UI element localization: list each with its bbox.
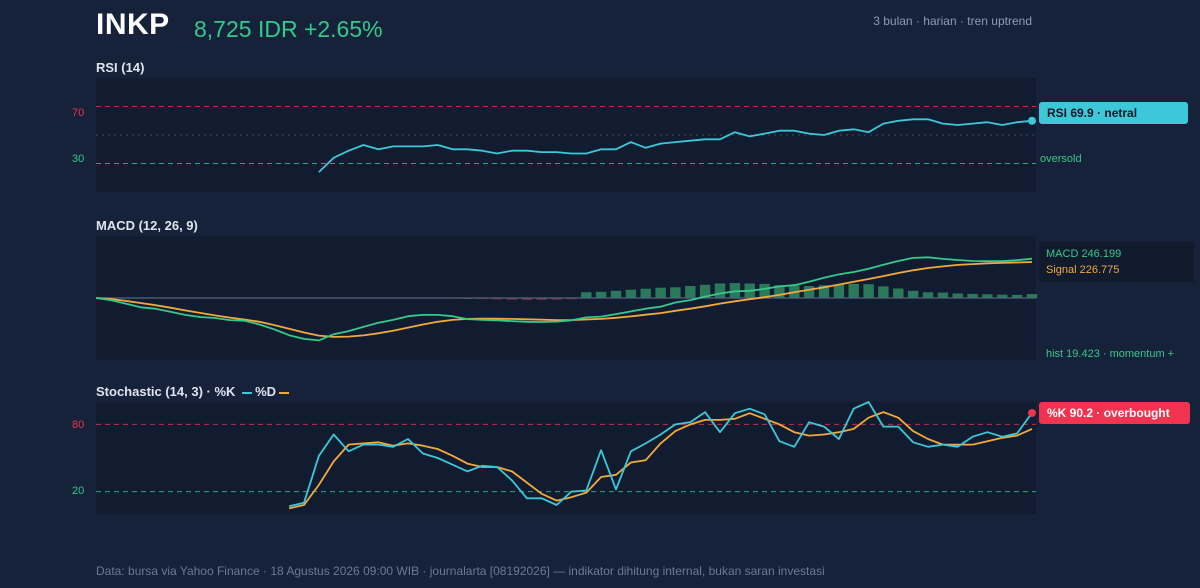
histogram-bar xyxy=(922,292,934,298)
histogram-bar xyxy=(610,290,622,298)
histogram-bar xyxy=(1011,294,1023,298)
histogram-bar xyxy=(670,287,681,298)
histogram-bar xyxy=(640,288,651,298)
timeframe-meta: 3 bulan · harian · tren uptrend xyxy=(873,14,1032,28)
macd-line xyxy=(95,256,1033,342)
histogram-bar xyxy=(937,292,949,298)
histogram-bar xyxy=(878,286,889,298)
histogram-bar xyxy=(833,284,845,298)
histogram-bar xyxy=(521,298,533,300)
stochastic-value-tag: %K 90.2 · overbought xyxy=(1039,402,1190,424)
k-legend-swatch xyxy=(242,391,253,394)
histogram-bar xyxy=(536,298,547,300)
histogram-bar xyxy=(818,285,830,298)
rsi-value-tag: RSI 69.9 · netral xyxy=(1039,102,1188,124)
rsi-oversold-label: oversold xyxy=(1040,153,1082,165)
histogram-value-label: hist 19.423 · momentum + xyxy=(1046,348,1175,360)
histogram-bar xyxy=(506,298,518,300)
signal-value-label: Signal 226.775 xyxy=(1046,264,1120,276)
ticker-symbol: INKP xyxy=(96,8,170,41)
histogram-bar xyxy=(685,286,696,298)
histogram-bar xyxy=(655,287,666,298)
d-legend-label: %D xyxy=(255,384,277,399)
macd-readout: MACD 246.199 Signal 226.775 xyxy=(1039,242,1194,282)
histogram-bar xyxy=(967,293,978,298)
d-legend-swatch xyxy=(279,391,290,394)
histogram-bar xyxy=(1026,294,1038,298)
signal-line xyxy=(95,261,1033,338)
histogram-bar xyxy=(952,293,963,298)
histogram-bar xyxy=(848,283,859,298)
histogram-bar xyxy=(581,292,592,298)
histogram-bar xyxy=(699,284,711,298)
histogram-bar xyxy=(714,283,726,298)
histogram-bar xyxy=(759,283,770,298)
stochastic-title-text: Stochastic (14, 3) · %K xyxy=(96,384,236,399)
data-source-footer: Data: bursa via Yahoo Finance · 18 Agust… xyxy=(96,564,825,578)
stoch-d-line xyxy=(288,411,1033,510)
stoch-level-20-label: 20 xyxy=(72,485,85,497)
rsi-level-30-label: 30 xyxy=(72,153,85,165)
stoch-level-80-label: 80 xyxy=(72,419,85,431)
rsi-line xyxy=(318,118,1033,173)
histogram-bar xyxy=(774,285,785,298)
stoch-k-line xyxy=(288,401,1033,508)
histogram-bar xyxy=(893,288,904,298)
histogram-bar xyxy=(551,298,562,300)
rsi-title: RSI (14) xyxy=(96,60,145,75)
histogram-bar xyxy=(997,294,1008,298)
rsi-last-point xyxy=(1028,116,1036,125)
histogram-bar xyxy=(982,294,993,298)
histogram-bar xyxy=(803,286,815,298)
stoch-last-point xyxy=(1028,408,1036,417)
histogram-bar xyxy=(863,284,874,298)
rsi-level-70-label: 70 xyxy=(72,107,85,119)
price-change: 8,725 IDR +2.65% xyxy=(194,16,383,42)
histogram-bar xyxy=(907,290,919,298)
macd-title: MACD (12, 26, 9) xyxy=(96,218,198,233)
stochastic-title: Stochastic (14, 3) · %K %D xyxy=(96,384,292,399)
histogram-bar xyxy=(625,289,637,298)
macd-value-label: MACD 246.199 xyxy=(1046,248,1122,260)
histogram-bar xyxy=(491,298,503,300)
histogram-bar xyxy=(595,291,607,298)
